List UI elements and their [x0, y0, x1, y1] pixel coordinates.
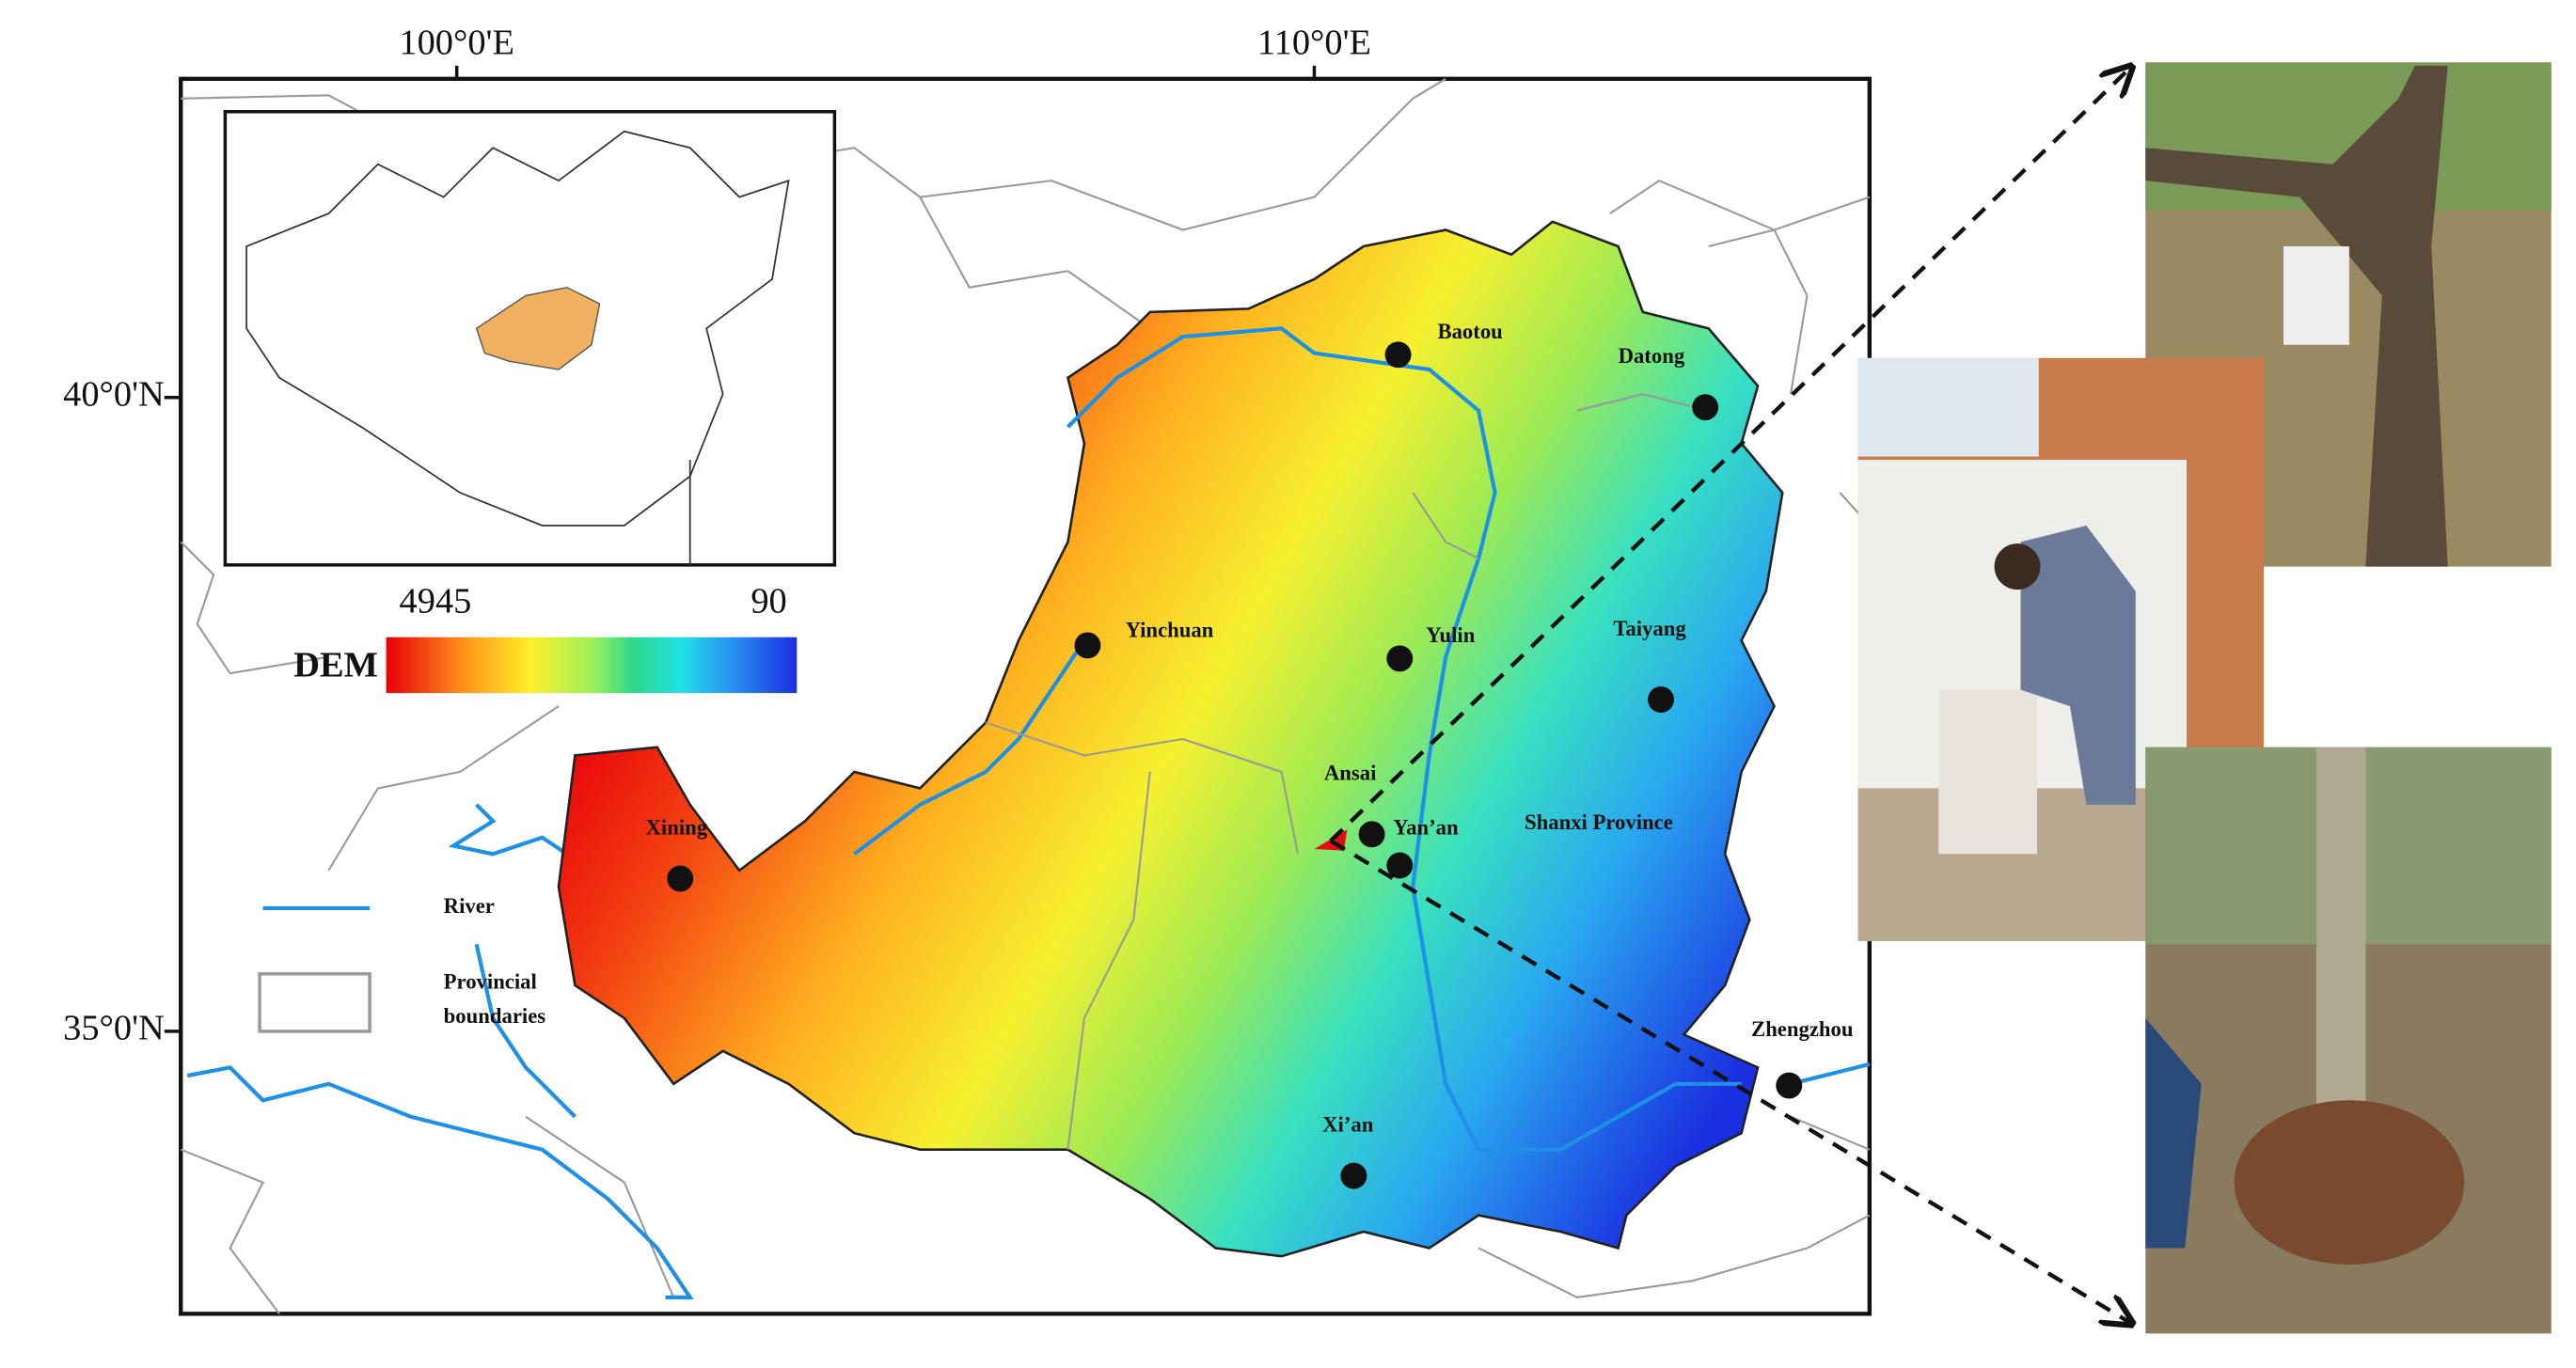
city-dot — [1648, 686, 1674, 714]
city-label: Datong — [1619, 344, 1685, 368]
latitude-label: 40°0'N — [63, 375, 165, 415]
city-label: Yan’an — [1393, 815, 1459, 839]
china-outline — [245, 130, 790, 527]
city-dot — [1074, 632, 1101, 659]
city-label: Taiyang — [1613, 617, 1686, 640]
longitude-label: 110°0'E — [1257, 24, 1371, 63]
photo — [2145, 747, 2552, 1334]
city-label: Yinchuan — [1126, 619, 1214, 642]
city-label: Zhengzhou — [1751, 1017, 1854, 1041]
longitude-label: 100°0'E — [399, 24, 514, 63]
dem-label: DEM — [293, 646, 378, 685]
arrow — [1329, 69, 2129, 842]
legend-river: River — [444, 894, 495, 918]
legend-boundaries: boundaries — [444, 1004, 546, 1028]
city-label: Xi’an — [1322, 1112, 1374, 1136]
loess-plateau — [557, 220, 1784, 1258]
city-label: Xining — [646, 815, 708, 839]
city-label: Ansai — [1324, 762, 1376, 785]
rivers-outside — [186, 803, 1871, 1299]
city-dot — [1340, 1162, 1367, 1189]
cities — [667, 341, 1803, 1189]
city-label: Baotou — [1437, 320, 1503, 343]
city-dot — [1776, 1072, 1803, 1099]
city-label: Yulin — [1426, 623, 1476, 647]
city-dot — [1386, 852, 1414, 879]
dem-min: 90 — [751, 582, 786, 621]
dem-max: 4945 — [400, 582, 472, 621]
latitude-label: 35°0'N — [63, 1009, 165, 1048]
legend-boundaries: Provincial — [444, 969, 537, 993]
boundary-symbol — [258, 972, 371, 1033]
plateau-location — [475, 286, 601, 370]
colorbar — [386, 637, 798, 694]
city-label: Shanxi Province — [1525, 810, 1673, 834]
yellow-river — [853, 326, 1742, 1152]
city-dot — [1386, 645, 1414, 672]
city-dot — [1692, 394, 1719, 421]
internal-borders — [985, 393, 1709, 1150]
arrow — [1329, 839, 2129, 1322]
city-dot — [667, 865, 694, 892]
city-dot — [1384, 341, 1412, 369]
city-dot — [1358, 821, 1385, 848]
